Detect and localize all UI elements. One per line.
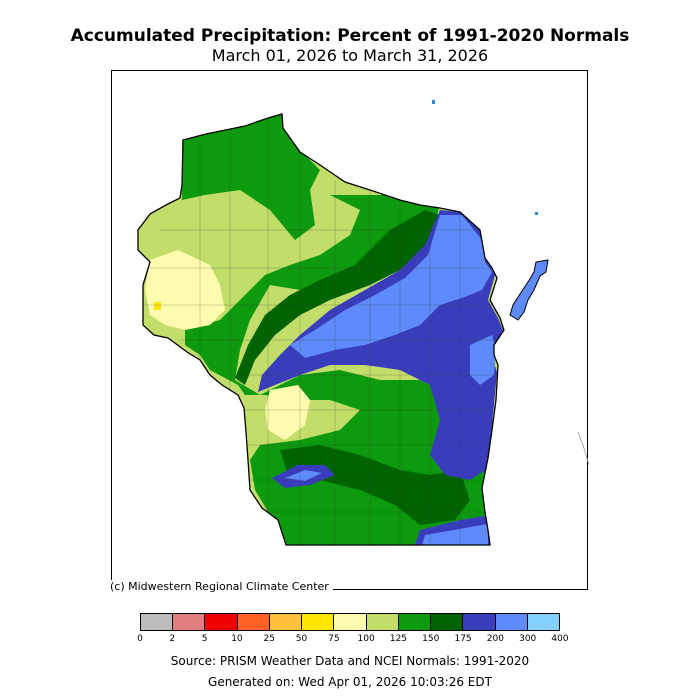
map-title: Accumulated Precipitation: Percent of 19… [70,26,630,46]
lake-fleck-north [432,100,435,104]
lake-shore-edge [577,431,590,466]
legend-swatch-7 [366,614,399,630]
legend-swatch-1 [173,614,206,630]
legend-tick-label: 5 [201,634,208,644]
legend-ticks: 0 2 5 10 25 50 75 100 125 150 175 200 300 400 [137,634,568,648]
legend-swatch-5 [302,614,335,630]
region-green-north [180,114,320,240]
legend-tick-label: 75 [328,634,340,644]
legend-swatch-9 [431,614,464,630]
legend-tick-label: 175 [454,634,472,644]
legend-tick-label: 100 [357,634,375,644]
generated-text: Generated on: Wed Apr 01, 2026 10:03:26 … [208,675,492,689]
region-pale-yellow-southwest [265,385,310,440]
legend-tick-label: 300 [519,634,537,644]
copyright-text: (c) Midwestern Regional Climate Center [110,580,333,593]
region-dark-green-band [235,210,440,385]
map-subtitle: March 01, 2026 to March 31, 2026 [211,46,489,65]
legend-swatch-2 [205,614,238,630]
legend-swatch-8 [398,614,432,630]
region-light-blue-core [290,215,492,358]
legend-tick-label: 125 [389,634,408,644]
legend-swatch-12 [527,614,560,630]
legend-tick-label: 2 [169,634,176,644]
legend-swatch-11 [495,614,528,630]
legend-tick-label: 0 [137,634,143,644]
door-peninsula [509,259,549,321]
legend-tick-label: 10 [231,634,243,644]
legend-swatch-6 [334,614,367,630]
lake-fleck-east [535,212,538,215]
legend-swatch-3 [237,614,270,630]
region-light-blue-southwest [285,470,322,481]
region-light-blue-east [470,335,496,385]
legend-tick-label: 50 [295,634,308,644]
legend-tick-label: 150 [422,634,440,644]
county-lines [140,115,500,545]
region-pale-yellow-west [145,250,225,330]
region-yellow-spot [154,302,161,310]
legend-tick-label: 200 [486,634,504,644]
precip-fill [138,114,504,545]
legend-tick-label: 400 [551,634,569,644]
region-dark-green-south [280,445,470,525]
legend-swatch-4 [269,614,303,630]
legend-swatch-10 [463,614,496,630]
legend-swatch-0 [141,614,174,630]
legend-tick-label: 25 [263,634,275,644]
color-legend [140,613,560,631]
region-light-blue-southeast [422,524,488,545]
source-text: Source: PRISM Weather Data and NCEI Norm… [170,654,530,668]
